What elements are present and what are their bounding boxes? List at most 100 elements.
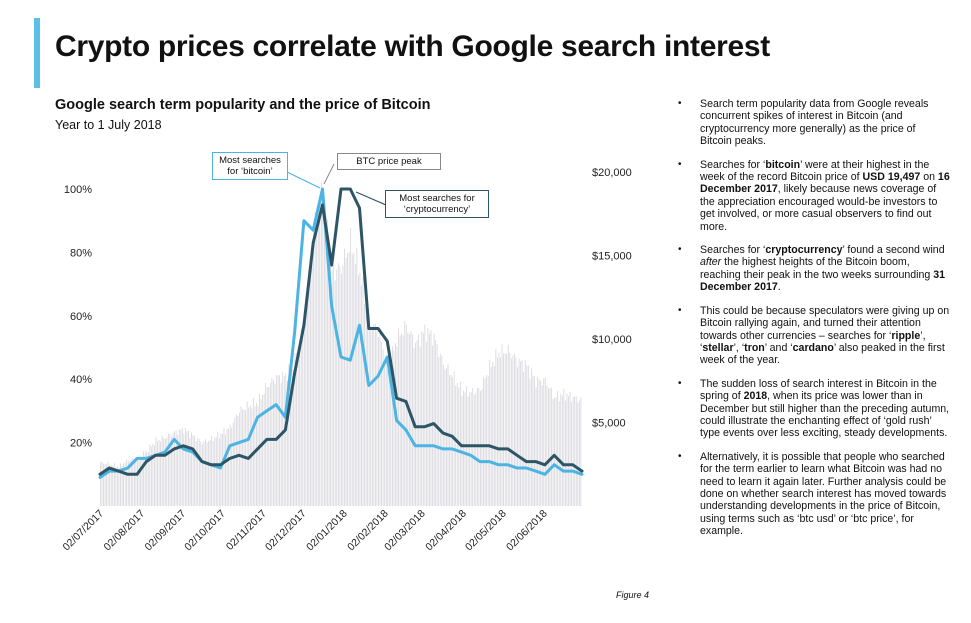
price-bar <box>235 414 237 506</box>
price-bar <box>132 458 134 506</box>
price-bar <box>339 266 341 506</box>
bullet-text-segment: Searches for ‘ <box>700 158 766 171</box>
bullet-text-segment: 16 December 2017 <box>700 171 950 196</box>
bullet-text-segment: 31 December 2017 <box>700 268 945 294</box>
price-bar <box>359 272 361 506</box>
price-bar <box>373 324 375 506</box>
price-bar <box>402 335 404 506</box>
y-left-tick-label: 40% <box>70 374 92 386</box>
price-bar <box>554 397 555 506</box>
price-bar <box>197 437 199 506</box>
price-bar <box>239 412 240 506</box>
price-bar <box>225 434 226 506</box>
callout-price-peak: BTC price peak <box>337 153 441 170</box>
price-bar <box>126 459 128 506</box>
price-bar <box>384 363 386 506</box>
bullet-text-segment: the highest heights of the Bitcoin boom,… <box>700 256 934 281</box>
price-bar <box>331 270 333 506</box>
price-bar <box>110 464 112 506</box>
price-bar <box>300 329 302 506</box>
price-bar <box>503 353 505 506</box>
price-bar <box>194 435 196 506</box>
price-bar <box>327 219 328 506</box>
bullet-text-segment: Searches for ‘ <box>700 244 766 257</box>
price-bar <box>368 314 370 506</box>
price-bar <box>399 335 401 506</box>
y-left-tick-label: 20% <box>70 438 92 450</box>
price-bar <box>206 442 208 506</box>
price-bar <box>330 255 331 506</box>
price-bar <box>164 438 166 506</box>
price-bar <box>401 333 403 506</box>
price-bar <box>282 371 284 506</box>
price-bar <box>183 433 185 506</box>
price-bar <box>322 206 324 507</box>
bullet-text-segment: Search term popularity data from Google … <box>700 98 929 148</box>
y-right-tick-label: $20,000 <box>592 167 632 179</box>
price-bar <box>316 230 318 506</box>
price-bar <box>455 385 457 506</box>
price-bar <box>313 229 314 507</box>
price-bar <box>116 466 118 506</box>
x-tick-label: 02/04/2018 <box>423 508 469 554</box>
bullet-text-segment: ’ also peaked in the first week of the y… <box>700 341 945 367</box>
price-bar <box>580 397 582 506</box>
price-bar <box>483 376 484 506</box>
price-bar <box>303 325 305 506</box>
price-bar <box>181 427 183 506</box>
price-bar <box>490 367 492 506</box>
price-bar <box>378 336 379 506</box>
price-bar <box>152 443 154 506</box>
price-bar <box>575 396 577 506</box>
callout-bitcoin-leader <box>286 171 321 189</box>
price-bar <box>563 388 565 506</box>
price-bar <box>319 203 321 506</box>
price-bar <box>177 435 179 506</box>
bullet-text-segment: , likely because news coverage of the ap… <box>700 183 938 233</box>
price-bar <box>509 352 511 506</box>
x-tick-label: 02/12/2017 <box>263 508 309 554</box>
price-bar <box>398 328 399 506</box>
slide-title: Crypto prices correlate with Google sear… <box>55 30 770 63</box>
price-bar <box>385 356 387 506</box>
price-bar <box>211 436 213 506</box>
bullet-text-segment: ’ found a second wind <box>842 244 945 257</box>
price-bar <box>396 346 398 506</box>
price-bar <box>200 441 202 506</box>
price-bar <box>212 441 214 506</box>
figure-label: Figure 4 <box>616 590 650 600</box>
price-bar <box>167 433 169 506</box>
price-bar <box>506 353 508 506</box>
price-bar <box>113 463 115 506</box>
price-bar <box>572 396 574 506</box>
price-bar <box>169 434 171 506</box>
price-bar <box>464 392 466 506</box>
price-bar <box>101 461 103 506</box>
bullet-text-segment: ripple <box>891 329 921 342</box>
bullet-text-segment: 2018 <box>743 390 768 403</box>
price-bar <box>425 342 427 506</box>
price-bar <box>269 383 271 506</box>
price-bar <box>115 467 117 506</box>
price-bar <box>299 347 301 506</box>
price-bar <box>540 380 542 506</box>
price-bar <box>215 437 217 506</box>
cryptocurrency-search-line <box>98 187 584 476</box>
price-bar <box>362 276 364 506</box>
x-tick-label: 02/07/2017 <box>60 508 106 554</box>
bullet-text-segment: tron <box>744 341 765 354</box>
price-bar <box>203 441 205 506</box>
price-bar <box>314 212 316 506</box>
price-bar <box>578 400 580 506</box>
price-bar <box>523 372 525 506</box>
bullet-text-segment: cryptocurrency <box>765 244 843 257</box>
commentary-bullet: The sudden loss of search interest in Bi… <box>678 378 950 440</box>
price-bar <box>532 375 534 506</box>
price-bar <box>356 247 358 506</box>
price-bar <box>421 331 423 506</box>
price-bar <box>189 437 191 506</box>
price-bar <box>444 369 446 506</box>
price-bar <box>408 333 410 506</box>
price-bar <box>526 365 528 506</box>
